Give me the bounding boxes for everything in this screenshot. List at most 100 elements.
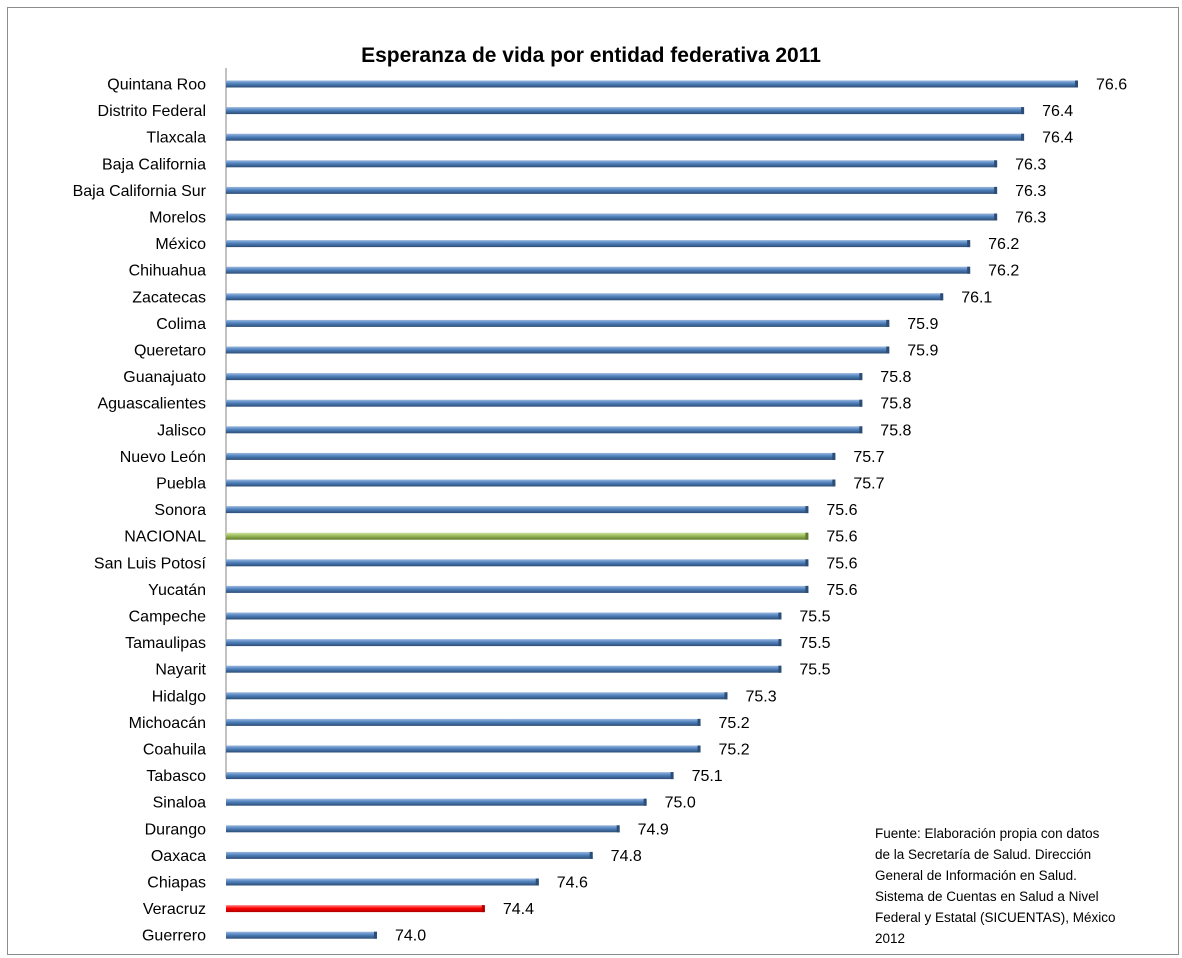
bar xyxy=(226,373,863,381)
bar xyxy=(226,931,377,939)
source-line: General de Información en Salud. xyxy=(875,868,1077,883)
bar xyxy=(226,80,1078,88)
bar-end-cap xyxy=(805,585,809,593)
bar-end-cap xyxy=(886,319,890,327)
bar xyxy=(226,692,728,700)
value-label: 76.4 xyxy=(1042,103,1073,120)
bar xyxy=(226,559,809,567)
value-label: 74.6 xyxy=(557,875,588,892)
category-label: Nayarit xyxy=(155,662,206,679)
bar xyxy=(226,452,836,460)
bar xyxy=(226,798,647,806)
bar-end-cap xyxy=(832,479,836,487)
value-label: 75.9 xyxy=(907,343,938,360)
value-label: 76.2 xyxy=(988,263,1019,280)
bar xyxy=(226,612,782,620)
bar xyxy=(226,745,701,753)
bar-end-cap xyxy=(643,798,647,806)
category-label: Guerrero xyxy=(142,928,206,945)
value-label: 76.3 xyxy=(1015,210,1046,227)
source-note: Fuente: Elaboración propia con datos de l… xyxy=(875,823,1175,949)
category-label: NACIONAL xyxy=(124,529,206,546)
value-label: 76.2 xyxy=(988,236,1019,253)
category-label: Morelos xyxy=(149,210,206,227)
bar-end-cap xyxy=(670,772,674,780)
category-label: Coahuila xyxy=(143,742,206,759)
value-label: 75.3 xyxy=(745,688,776,705)
category-label: Chiapas xyxy=(147,875,206,892)
bar-end-cap xyxy=(994,213,998,221)
bar-end-cap xyxy=(967,266,971,274)
source-line: 2012 xyxy=(875,931,906,946)
bar xyxy=(226,426,863,434)
value-label: 75.8 xyxy=(880,422,911,439)
chart-title: Esperanza de vida por entidad federativa… xyxy=(361,44,821,67)
value-label: 74.4 xyxy=(503,901,534,918)
bar-end-cap xyxy=(1021,133,1025,141)
value-label: 75.8 xyxy=(880,396,911,413)
bar-end-cap xyxy=(778,612,782,620)
bar-end-cap xyxy=(1075,80,1078,88)
category-label: Campeche xyxy=(129,609,206,626)
value-label: 75.5 xyxy=(799,662,830,679)
category-label: Hidalgo xyxy=(152,688,206,705)
bar xyxy=(226,851,593,859)
bar xyxy=(226,905,485,913)
bar-end-cap xyxy=(805,532,809,540)
category-label: Chihuahua xyxy=(129,263,207,280)
value-label: 75.6 xyxy=(826,529,857,546)
source-line: Fuente: Elaboración propia con datos xyxy=(875,826,1100,841)
value-label: 75.7 xyxy=(853,476,884,493)
bar-end-cap xyxy=(859,373,863,381)
bar xyxy=(226,160,998,168)
category-label: Guanajuato xyxy=(123,369,206,386)
bar xyxy=(226,399,863,407)
bar xyxy=(226,107,1025,115)
bar xyxy=(226,266,971,274)
bar-end-cap xyxy=(994,160,998,168)
value-label: 75.6 xyxy=(826,502,857,519)
category-label: Nuevo León xyxy=(120,449,206,466)
bar xyxy=(226,506,809,514)
bar-end-cap xyxy=(373,931,377,939)
category-label: Sinaloa xyxy=(153,795,206,812)
category-label: Baja California Sur xyxy=(73,183,207,200)
bar-end-cap xyxy=(778,639,782,647)
bar-end-cap xyxy=(886,346,890,354)
bar-end-cap xyxy=(1021,107,1025,115)
source-line: de la Secretaría de Salud. Dirección xyxy=(875,847,1092,862)
bar xyxy=(226,213,998,221)
category-label: Baja California xyxy=(102,156,206,173)
bar xyxy=(226,346,890,354)
category-label: Oaxaca xyxy=(151,848,206,865)
category-label: Durango xyxy=(145,821,206,838)
bar xyxy=(226,639,782,647)
bar xyxy=(226,293,944,301)
category-label: Michoacán xyxy=(129,715,206,732)
bar-end-cap xyxy=(589,851,593,859)
bar xyxy=(226,479,836,487)
category-label: México xyxy=(155,236,206,253)
bar-end-cap xyxy=(778,665,782,673)
bar xyxy=(226,665,782,673)
category-label: Yucatán xyxy=(148,582,206,599)
category-label: Colima xyxy=(156,316,206,333)
category-label: Puebla xyxy=(156,476,206,493)
value-label: 75.0 xyxy=(665,795,696,812)
bar-end-cap xyxy=(535,878,539,886)
bar xyxy=(226,319,890,327)
value-label: 76.6 xyxy=(1096,77,1127,94)
value-label: 75.6 xyxy=(826,582,857,599)
value-label: 75.8 xyxy=(880,369,911,386)
value-label: 75.5 xyxy=(799,609,830,626)
category-label: Zacatecas xyxy=(132,289,206,306)
value-label: 75.1 xyxy=(692,768,723,785)
bar-end-cap xyxy=(859,399,863,407)
bar xyxy=(226,240,971,248)
bar xyxy=(226,532,809,540)
value-label: 76.3 xyxy=(1015,183,1046,200)
category-label: Aguascalientes xyxy=(97,396,206,413)
value-label: 74.8 xyxy=(611,848,642,865)
category-label: Quintana Roo xyxy=(107,77,206,94)
bar xyxy=(226,133,1025,141)
